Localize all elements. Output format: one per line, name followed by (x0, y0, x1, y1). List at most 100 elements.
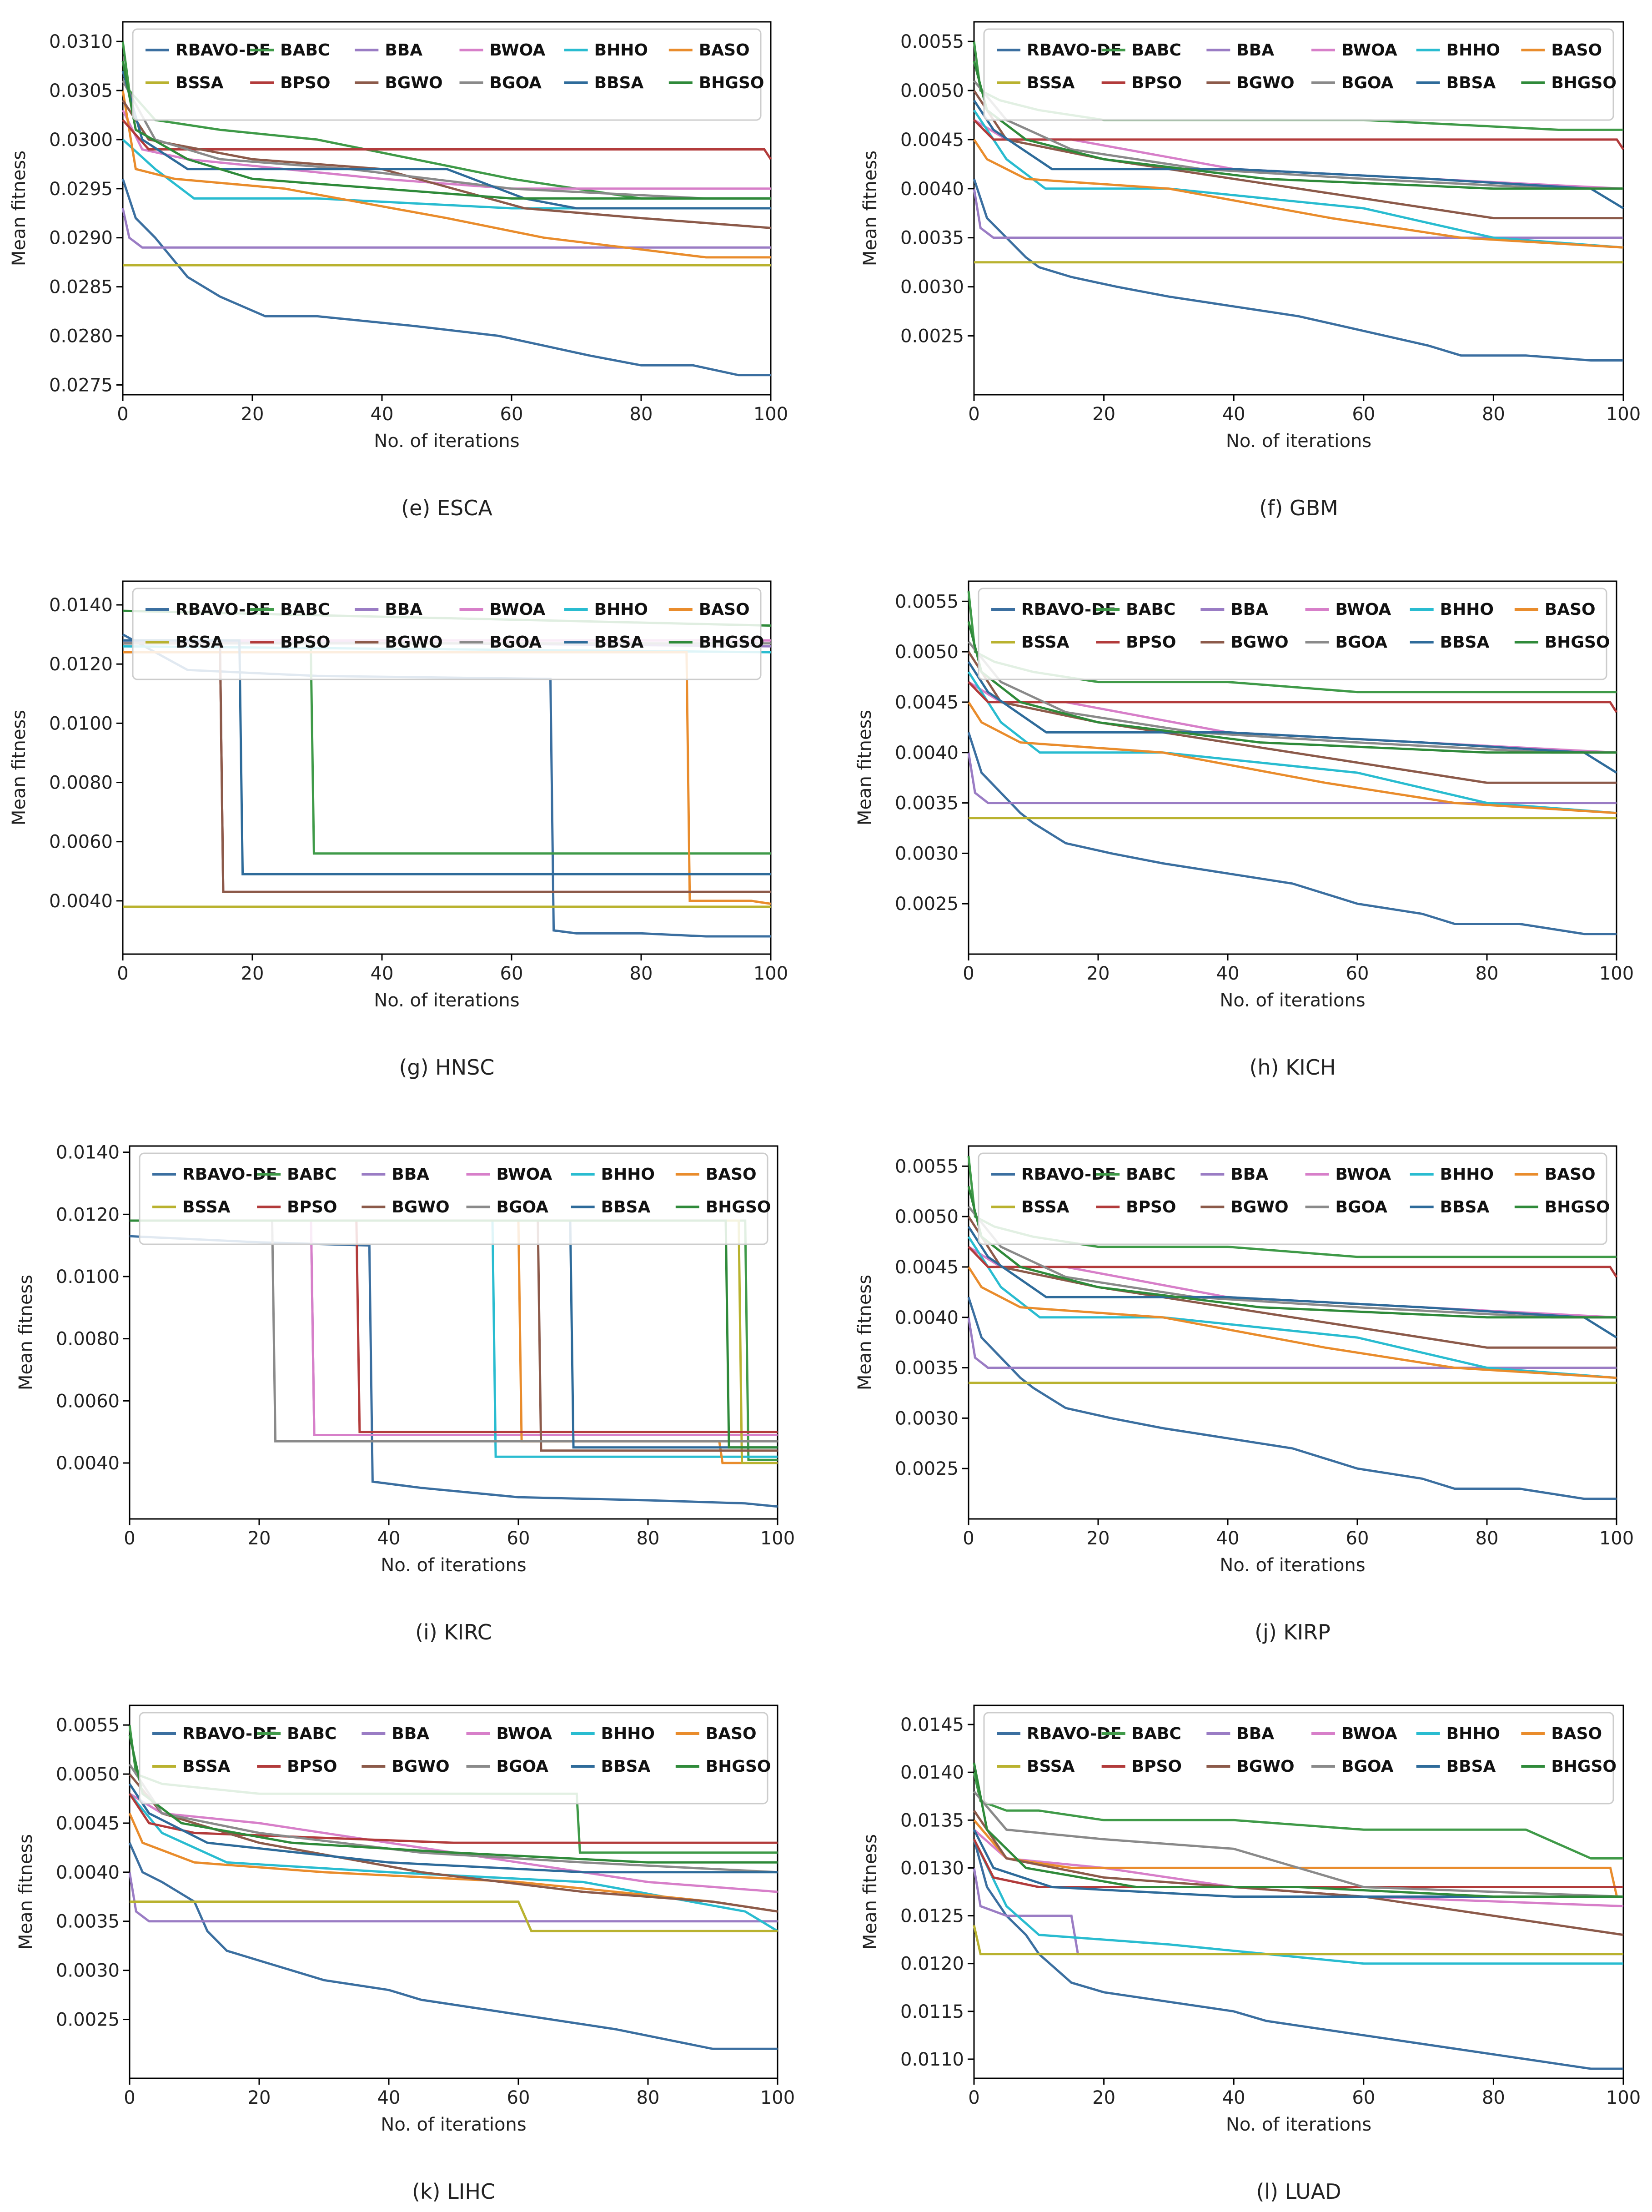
y-tick-label: 0.0040 (49, 891, 113, 912)
y-tick-label: 0.0030 (895, 1408, 959, 1429)
legend-label-bhho: BHHO (601, 1724, 655, 1743)
series-line-baso (121, 90, 771, 259)
x-tick-label: 80 (1476, 1528, 1499, 1549)
legend-label-babc: BABC (1132, 1724, 1181, 1743)
legend-label-bssa: BSSA (1027, 74, 1075, 92)
legend-label-bbsa: BBSA (1446, 1757, 1496, 1776)
series-line-bwoa (129, 1793, 778, 1893)
x-tick-label: 40 (1216, 963, 1240, 984)
legend-label-bbsa: BBSA (1440, 633, 1490, 652)
x-axis-label: No. of iterations (1226, 2114, 1371, 2135)
legend-label-bhho: BHHO (1446, 1724, 1500, 1743)
y-tick-label: 0.0275 (49, 375, 113, 396)
x-axis-label: No. of iterations (374, 990, 519, 1011)
series-line-bpso (973, 1839, 1623, 1888)
legend-label-baso: BASO (1551, 41, 1602, 60)
legend-label-bhgso: BHGSO (699, 74, 764, 92)
legend-label-bwoa: BWOA (490, 600, 546, 619)
y-tick-label: 0.0100 (56, 1267, 120, 1287)
x-tick-label: 100 (753, 404, 788, 425)
series-line-baso (973, 139, 1624, 249)
series-line-rbavo-de (973, 1839, 1623, 2070)
legend-label-bgoa: BGOA (1336, 633, 1388, 652)
series-line-bba (128, 1872, 778, 1923)
legend-label-bgoa: BGOA (1341, 74, 1394, 92)
legend-box (139, 1152, 768, 1245)
x-tick-label: 80 (1476, 963, 1499, 984)
y-tick-label: 0.0035 (56, 1911, 120, 1932)
legend-label-babc: BABC (280, 600, 330, 619)
legend-label-bpso: BPSO (1132, 1757, 1182, 1776)
x-axis-label: No. of iterations (1220, 1555, 1365, 1576)
x-tick-label: 100 (1599, 1528, 1634, 1549)
legend-box (139, 1712, 768, 1805)
legend-label-bwoa: BWOA (1341, 41, 1397, 60)
x-tick-label: 40 (1222, 2087, 1245, 2108)
x-tick-label: 100 (760, 1528, 795, 1549)
x-tick-label: 20 (248, 2087, 271, 2108)
legend-label-bpso: BPSO (1126, 1198, 1176, 1217)
x-tick-label: 60 (1346, 1528, 1369, 1549)
legend-label-bbsa: BBSA (601, 1198, 651, 1217)
y-tick-label: 0.0115 (900, 2001, 964, 2022)
legend-label-bba: BBA (385, 600, 422, 619)
y-tick-label: 0.0045 (900, 130, 964, 151)
y-tick-label: 0.0040 (895, 1307, 959, 1328)
legend-label-bwoa: BWOA (497, 1165, 552, 1184)
legend-label-bgwo: BGWO (392, 1757, 449, 1776)
legend-label-bhho: BHHO (594, 41, 648, 60)
series-line-baso (967, 701, 1617, 814)
y-tick-label: 0.0060 (49, 832, 113, 853)
legend-label-bgoa: BGOA (1341, 1757, 1394, 1776)
x-tick-label: 0 (963, 963, 974, 984)
y-tick-label: 0.0285 (49, 277, 113, 298)
x-tick-label: 60 (500, 404, 523, 425)
x-tick-label: 60 (1346, 963, 1369, 984)
x-tick-label: 60 (1352, 404, 1375, 425)
legend-label-bhgso: BHGSO (699, 633, 764, 652)
y-tick-label: 0.0140 (49, 595, 113, 616)
y-tick-label: 0.0135 (900, 1810, 964, 1831)
series-line-baso (967, 1266, 1617, 1379)
x-tick-label: 20 (1087, 1528, 1110, 1549)
series-line-bbsa (128, 1783, 778, 1874)
legend-label-bbsa: BBSA (1446, 74, 1496, 92)
y-tick-label: 0.0140 (900, 1762, 964, 1783)
y-tick-label: 0.0050 (56, 1764, 120, 1785)
x-tick-label: 40 (1222, 404, 1245, 425)
legend-label-bwoa: BWOA (1336, 1165, 1391, 1184)
legend-label-bba: BBA (392, 1165, 429, 1184)
series-line-bssa (130, 1900, 778, 1932)
series-line-bhgso (973, 1762, 1623, 1898)
y-tick-label: 0.0055 (895, 591, 959, 612)
legend-label-bssa: BSSA (182, 1757, 231, 1776)
x-axis-label: No. of iterations (1220, 990, 1365, 1011)
legend-label-bhgso: BHGSO (706, 1757, 771, 1776)
series-line-bpso (973, 119, 1625, 150)
panel-caption: (h) KICH (1249, 1055, 1336, 1080)
series-line-bpso (128, 1793, 778, 1844)
series-line-bhho (973, 1839, 1623, 1965)
x-axis-label: No. of iterations (374, 431, 519, 452)
x-tick-label: 60 (1352, 2087, 1375, 2108)
legend-label-baso: BASO (1545, 1165, 1596, 1184)
legend-label-baso: BASO (1551, 1724, 1602, 1743)
series-line-bba (973, 188, 1623, 239)
legend-label-bhho: BHHO (1440, 600, 1494, 619)
y-tick-label: 0.0025 (900, 326, 964, 347)
y-tick-label: 0.0310 (49, 31, 113, 52)
x-tick-label: 100 (1599, 963, 1634, 984)
legend-label-bssa: BSSA (1027, 1757, 1075, 1776)
y-axis-label: Mean fitness (860, 151, 881, 266)
panel-caption: (g) HNSC (399, 1055, 494, 1080)
series-line-bssa (973, 1925, 1623, 1956)
legend-label-bgwo: BGWO (1236, 74, 1294, 92)
legend-label-bwoa: BWOA (1336, 600, 1391, 619)
y-tick-label: 0.0125 (900, 1906, 964, 1927)
series-line-rbavo-de (128, 1842, 778, 2050)
